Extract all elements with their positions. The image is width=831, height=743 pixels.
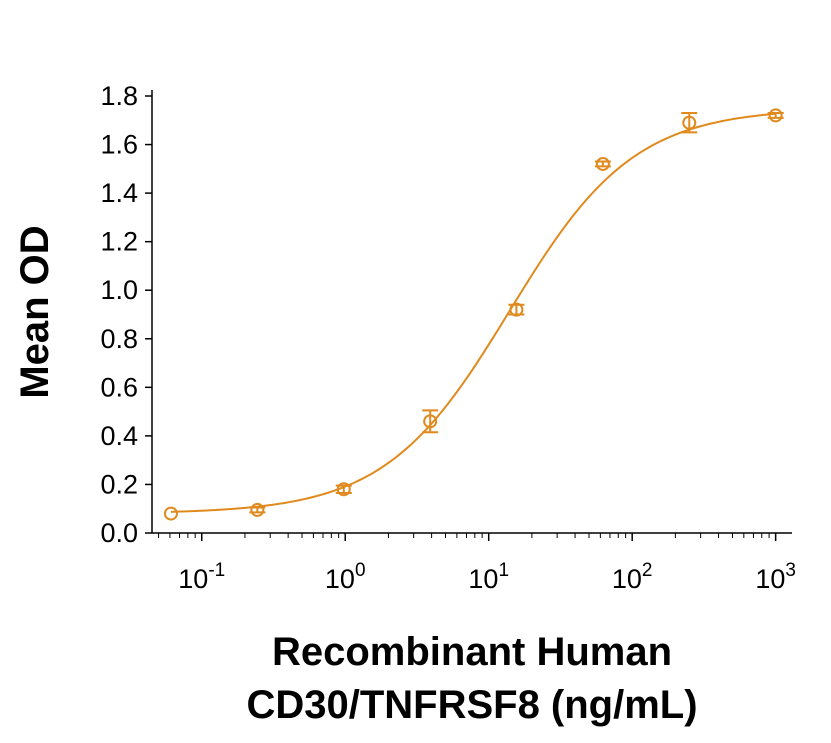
x-tick-label: 101 [468,560,509,594]
data-point [768,108,783,123]
data-point-group [681,111,698,134]
y-tick-label: 0.2 [100,469,138,499]
x-tick-label: 10-1 [178,560,225,594]
y-tick-label: 1.4 [100,178,138,208]
y-tick-label: 1.8 [100,81,138,111]
data-point [595,156,610,171]
y-tick-label: 0.8 [100,324,138,354]
data-point-group [163,506,178,521]
fit-curve-layer [170,112,776,513]
axes [151,90,792,534]
data-point-group [249,502,266,517]
data-point-group [508,302,525,317]
y-tick-label: 0.0 [100,518,138,548]
y-axis-title: Mean OD [13,225,57,398]
data-points [163,108,784,521]
data-point [509,302,524,317]
data-point [163,506,178,521]
data-point [423,414,438,429]
data-point-group [335,482,352,497]
x-axis-title-line-1: Recombinant Human [272,630,672,674]
x-tick-label: 102 [612,560,653,594]
x-tick-label: 103 [755,560,796,594]
x-tick-label: 100 [325,560,366,594]
data-point [682,115,697,130]
data-point-group [594,156,611,171]
data-point-group [422,409,439,434]
x-axis-title-line-2: CD30/TNFRSF8 (ng/mL) [246,683,697,727]
data-point [250,502,265,517]
y-tick-label: 1.2 [100,227,138,257]
y-tick-label: 0.6 [100,372,138,402]
y-tick-label: 1.0 [100,275,138,305]
y-tick-label: 1.6 [100,130,138,160]
data-point [336,482,351,497]
ticks: 0.0 0.2 0.4 0.6 0.8 1.0 1.2 1.4 1.6 1.8 10-1 100 101… [100,81,796,594]
fit-curve [170,112,776,513]
y-tick-label: 0.4 [100,421,138,451]
data-point-group [767,108,784,123]
